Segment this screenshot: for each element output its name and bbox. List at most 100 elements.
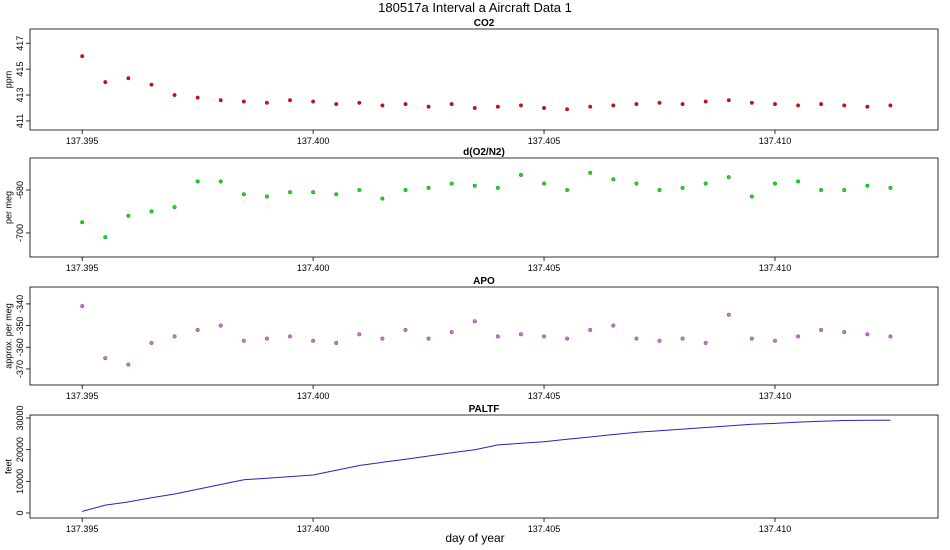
data-point (472, 183, 477, 188)
data-point (103, 80, 108, 85)
data-point (218, 323, 223, 328)
data-point (357, 187, 362, 192)
x-tick-label: 137.405 (528, 391, 561, 401)
data-point (634, 336, 639, 341)
data-point (403, 187, 408, 192)
data-point (357, 100, 362, 105)
x-tick-label: 137.410 (759, 263, 792, 273)
y-tick-label: 30000 (15, 405, 25, 430)
data-point (819, 327, 824, 332)
x-tick-label: 137.410 (759, 391, 792, 401)
data-point (796, 334, 801, 339)
data-point (772, 338, 777, 343)
data-point (334, 102, 339, 107)
data-point (195, 327, 200, 332)
data-point (403, 327, 408, 332)
data-point (611, 103, 616, 108)
data-point (472, 105, 477, 110)
panel-title: d(O2/N2) (463, 147, 505, 158)
data-point (611, 177, 616, 182)
data-point (657, 187, 662, 192)
data-point (726, 312, 731, 317)
data-point (703, 99, 708, 104)
data-point (842, 103, 847, 108)
plot-frame (29, 157, 939, 258)
data-point (334, 192, 339, 197)
data-point (819, 187, 824, 192)
x-tick-label: 137.410 (759, 136, 792, 146)
data-point (865, 104, 870, 109)
data-point (449, 102, 454, 107)
data-point (218, 98, 223, 103)
y-tick-label: 415 (15, 62, 25, 77)
data-point (819, 102, 824, 107)
data-point (403, 102, 408, 107)
data-point (842, 330, 847, 335)
panel-title: PALTF (469, 404, 500, 415)
data-point (380, 196, 385, 201)
data-point (80, 220, 85, 225)
y-tick-label: 417 (15, 36, 25, 51)
y-tick-label: -700 (15, 224, 25, 242)
data-point (241, 99, 246, 104)
data-point (357, 332, 362, 337)
y-tick-label: -360 (15, 338, 25, 356)
data-point (588, 104, 593, 109)
data-point (772, 102, 777, 107)
data-point (241, 192, 246, 197)
data-point (264, 336, 269, 341)
data-point (726, 175, 731, 180)
data-point (149, 82, 154, 87)
y-axis-label: per meg (3, 191, 13, 224)
data-point (495, 185, 500, 190)
data-point (472, 319, 477, 324)
data-point (749, 194, 754, 199)
x-tick-label: 137.405 (528, 263, 561, 273)
data-point (126, 76, 131, 81)
data-point (772, 181, 777, 186)
data-point (80, 54, 85, 59)
chart-title: 180517a Interval a Aircraft Data 1 (378, 0, 572, 15)
y-tick-label: 411 (15, 114, 25, 128)
data-point (311, 190, 316, 195)
y-axis-label: ppm (3, 71, 13, 89)
data-point (172, 334, 177, 339)
x-tick-label: 137.400 (297, 136, 330, 146)
y-tick-label: -680 (15, 181, 25, 199)
data-point (518, 103, 523, 108)
data-point (865, 183, 870, 188)
data-point (865, 332, 870, 337)
data-point (518, 172, 523, 177)
x-tick-label: 137.395 (66, 136, 99, 146)
data-point (80, 304, 85, 309)
plot-frame (29, 286, 939, 386)
data-point (495, 104, 500, 109)
data-point (264, 100, 269, 105)
data-point (172, 93, 177, 98)
data-line (82, 419, 891, 512)
data-point (311, 338, 316, 343)
y-axis-label: approx. per meg (3, 303, 13, 369)
x-tick-label: 137.410 (759, 524, 792, 534)
data-point (264, 194, 269, 199)
plot-frame (29, 28, 939, 131)
data-point (449, 181, 454, 186)
data-point (634, 181, 639, 186)
data-point (657, 338, 662, 343)
data-point (588, 170, 593, 175)
data-point (288, 190, 293, 195)
panel-title: CO2 (474, 18, 495, 29)
data-point (103, 356, 108, 361)
data-point (565, 107, 570, 112)
data-point (542, 334, 547, 339)
x-tick-label: 137.400 (297, 263, 330, 273)
y-tick-label: -340 (15, 295, 25, 313)
data-point (518, 332, 523, 337)
y-tick-label: -350 (15, 317, 25, 335)
data-point (126, 213, 131, 218)
data-point (426, 336, 431, 341)
data-point (542, 181, 547, 186)
data-point (703, 340, 708, 345)
